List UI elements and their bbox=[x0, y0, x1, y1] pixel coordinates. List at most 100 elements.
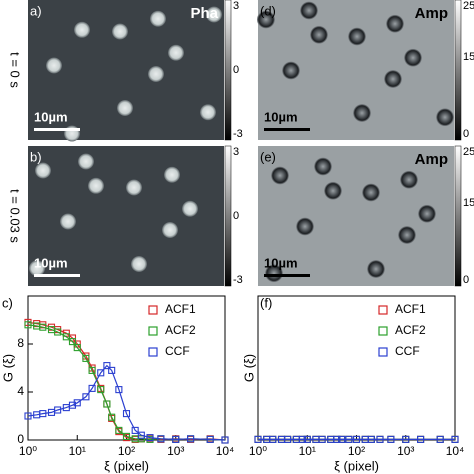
y-axis-label: G (ξ) bbox=[241, 354, 256, 382]
colorbar-tick-label: 15 bbox=[463, 197, 474, 209]
plot-frame bbox=[27, 295, 226, 441]
cell bbox=[126, 179, 142, 196]
cell bbox=[46, 57, 62, 74]
cell bbox=[362, 183, 380, 202]
panel-label: (e) bbox=[260, 149, 276, 164]
y-tick-label: 8 bbox=[17, 336, 24, 350]
marker bbox=[352, 435, 361, 443]
cell bbox=[384, 70, 402, 88]
marker bbox=[54, 406, 62, 414]
cell bbox=[436, 108, 454, 127]
series-line bbox=[27, 321, 226, 441]
cell bbox=[112, 23, 128, 40]
legend-label: CCF bbox=[165, 344, 190, 358]
cell bbox=[200, 104, 216, 121]
panel-label: (d) bbox=[260, 3, 276, 18]
x-tick-label: 10⁰ bbox=[249, 444, 267, 458]
marker bbox=[298, 435, 307, 443]
x-tick-label: 10⁰ bbox=[19, 444, 37, 458]
scale-bar bbox=[34, 274, 80, 277]
marker bbox=[303, 435, 311, 443]
cell bbox=[35, 162, 51, 179]
cell bbox=[74, 21, 90, 38]
cell bbox=[182, 200, 198, 217]
marker bbox=[122, 410, 131, 418]
marker bbox=[88, 384, 96, 392]
cell bbox=[310, 25, 328, 44]
colorbar-tick-label: 0 bbox=[463, 274, 469, 286]
marker bbox=[376, 435, 384, 443]
marker bbox=[451, 435, 459, 443]
colorbar-tick-label: 0 bbox=[463, 128, 469, 140]
y-tick-label: 4 bbox=[17, 384, 24, 398]
scale-bar bbox=[264, 128, 310, 131]
image bbox=[28, 0, 224, 140]
cell bbox=[162, 222, 178, 238]
colorbar-tick-label: 0 bbox=[233, 64, 239, 76]
marker bbox=[108, 413, 116, 421]
marker bbox=[82, 393, 90, 401]
colorbar bbox=[224, 0, 232, 141]
colorbar bbox=[454, 145, 462, 287]
legend-label: CCF bbox=[395, 344, 420, 358]
marker bbox=[402, 435, 410, 443]
marker bbox=[338, 435, 346, 443]
y-axis-label: G (ξ) bbox=[0, 354, 15, 382]
marker bbox=[62, 333, 70, 341]
scale-label: 10µm bbox=[34, 109, 68, 124]
legend-swatch bbox=[378, 326, 388, 336]
y-tick-label: 0 bbox=[17, 432, 24, 446]
marker bbox=[73, 344, 81, 352]
cell bbox=[348, 27, 366, 46]
marker bbox=[73, 399, 81, 407]
marker bbox=[206, 435, 214, 443]
marker bbox=[436, 435, 444, 443]
scale-bar bbox=[34, 128, 80, 131]
marker bbox=[345, 435, 353, 443]
cell bbox=[131, 256, 147, 272]
row-label: t = 0 s bbox=[8, 52, 23, 88]
panel-label: b) bbox=[30, 149, 42, 164]
x-tick-label: 10³ bbox=[397, 444, 414, 458]
colorbar-tick-label: 25 bbox=[463, 0, 474, 12]
channel-tag: Pha bbox=[190, 5, 218, 22]
cell bbox=[418, 204, 436, 223]
cell bbox=[314, 157, 332, 176]
marker bbox=[269, 435, 277, 443]
marker bbox=[97, 386, 105, 394]
cell bbox=[64, 125, 80, 142]
marker bbox=[146, 434, 154, 442]
x-tick-label: 10² bbox=[348, 444, 365, 458]
cell bbox=[29, 260, 45, 277]
cell bbox=[257, 10, 275, 29]
cell bbox=[265, 264, 283, 283]
marker bbox=[221, 436, 229, 444]
colorbar-tick-label: 3 bbox=[233, 0, 239, 12]
marker bbox=[417, 435, 425, 443]
marker bbox=[367, 435, 375, 443]
legend-swatch bbox=[378, 305, 388, 315]
cell bbox=[148, 66, 164, 82]
legend-swatch bbox=[148, 347, 158, 357]
marker bbox=[39, 410, 47, 418]
cell bbox=[400, 170, 418, 189]
channel-tag: Amp bbox=[415, 5, 448, 22]
cell bbox=[78, 153, 94, 170]
cell bbox=[282, 61, 300, 80]
marker bbox=[39, 323, 47, 331]
plot-frame bbox=[257, 295, 456, 441]
cell bbox=[271, 166, 289, 185]
marker bbox=[387, 435, 395, 443]
marker bbox=[54, 328, 62, 336]
marker bbox=[318, 435, 326, 443]
colorbar bbox=[224, 145, 232, 287]
x-tick-label: 10² bbox=[118, 444, 135, 458]
legend-label: ACF2 bbox=[165, 323, 196, 337]
series-line bbox=[27, 324, 226, 441]
cell bbox=[300, 1, 318, 20]
legend-swatch bbox=[148, 305, 158, 315]
marker bbox=[68, 401, 77, 409]
marker bbox=[103, 362, 111, 370]
cell bbox=[164, 166, 180, 183]
marker bbox=[157, 435, 165, 443]
